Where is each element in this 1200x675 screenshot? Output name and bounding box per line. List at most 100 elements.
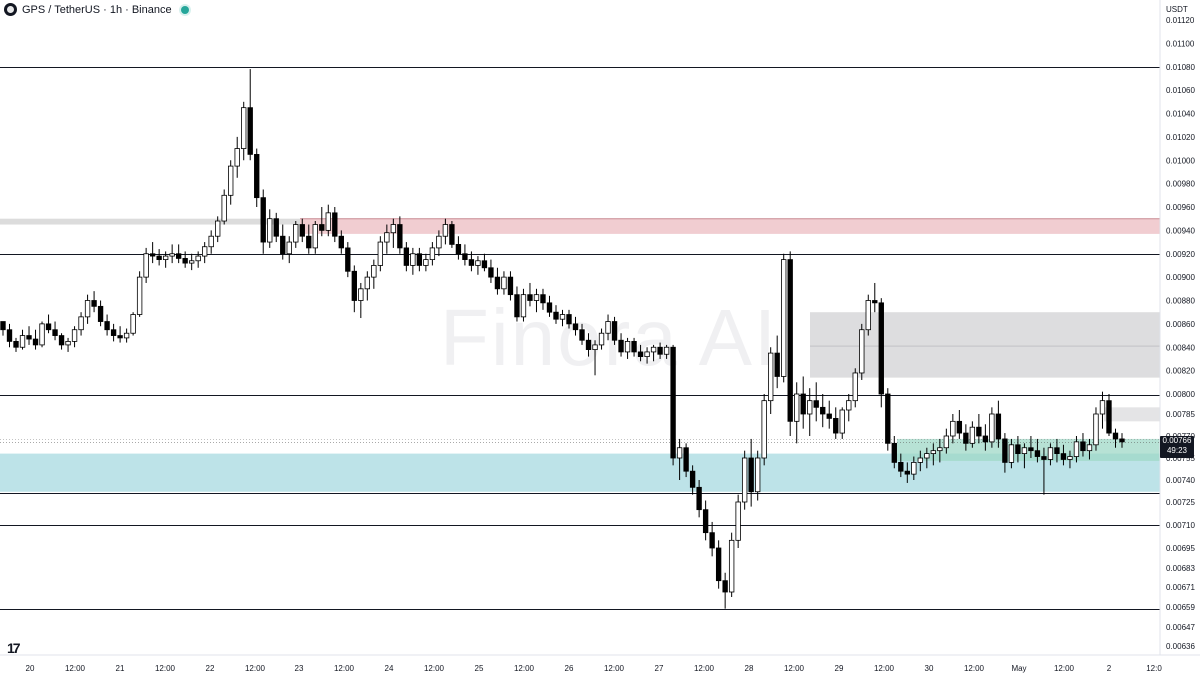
- price-tick-label: 0.00920: [1166, 250, 1195, 259]
- time-tick-label: 30: [925, 664, 934, 673]
- price-tick-label: 0.00659: [1166, 603, 1195, 612]
- candle-body: [1047, 447, 1054, 460]
- price-tick-label: 0.00785: [1166, 410, 1195, 419]
- current-price: 0.00766: [1162, 436, 1192, 445]
- candle-body: [872, 300, 878, 304]
- candle-body: [429, 247, 436, 260]
- candle-body: [520, 294, 527, 318]
- candle-body: [481, 260, 488, 269]
- resistance-zone: [300, 218, 1160, 234]
- candle-body: [592, 344, 598, 350]
- price-tick-label: 0.00755: [1166, 454, 1195, 463]
- candle-body: [559, 314, 566, 320]
- time-tick-label: 12:00: [334, 664, 355, 673]
- time-tick-label: 12:00: [964, 664, 985, 673]
- candle-body: [384, 232, 390, 243]
- price-tick-label: 0.00840: [1166, 343, 1195, 352]
- candle-body: [215, 220, 221, 237]
- market-status-icon: [180, 5, 189, 14]
- candle-body: [156, 255, 162, 260]
- candle-body: [846, 400, 852, 411]
- candle-body: [794, 393, 800, 422]
- candle-body: [969, 426, 976, 444]
- candle-body: [175, 253, 182, 259]
- price-tick-label: 0.00710: [1166, 521, 1195, 530]
- candle-body: [13, 341, 19, 348]
- candle-body: [579, 329, 585, 341]
- candle-body: [800, 393, 806, 415]
- candle-body: [286, 241, 292, 255]
- time-tick-label: 12:00: [514, 664, 535, 673]
- candle-body: [462, 253, 468, 260]
- candle-body: [657, 346, 663, 355]
- price-tick-label: 0.01000: [1166, 156, 1195, 165]
- candle-body: [1002, 438, 1008, 463]
- candle-body: [976, 426, 982, 437]
- current-price-badge: 0.00766 49:23: [1160, 436, 1194, 458]
- candle-body: [663, 346, 670, 355]
- chart-title[interactable]: GPS / TetherUS · 1h · Binance: [22, 3, 172, 16]
- price-tick-label: 0.01020: [1166, 133, 1195, 142]
- candle-body: [1041, 456, 1047, 460]
- price-tick-label: 0.00860: [1166, 320, 1195, 329]
- candle-body: [911, 461, 917, 475]
- price-axis[interactable]: 0.01120 0.01100 0.01080 0.01060 0.01040 0.010…: [1166, 16, 1195, 651]
- candle-body: [995, 413, 1002, 440]
- candle-body: [741, 457, 748, 503]
- candle-body: [475, 260, 481, 266]
- candle-body: [833, 417, 839, 434]
- candle-body: [104, 321, 110, 331]
- candle-body: [1073, 441, 1080, 457]
- candle-body: [1067, 456, 1073, 460]
- candle-body: [683, 447, 689, 472]
- candle-body: [709, 532, 715, 549]
- candle-body: [280, 235, 286, 255]
- candle-body: [52, 329, 58, 336]
- candle-body: [312, 224, 318, 249]
- candle-body: [377, 241, 384, 266]
- candle-body: [78, 316, 84, 331]
- candle-body: [572, 323, 579, 331]
- tradingview-logo[interactable]: 17: [7, 640, 21, 656]
- price-tick-label: 0.00800: [1166, 390, 1195, 399]
- candle-body: [130, 314, 136, 334]
- time-tick-label: 26: [565, 664, 574, 673]
- candle-body: [364, 276, 371, 290]
- candle-body: [761, 400, 767, 459]
- time-tick-label: 12:00: [65, 664, 86, 673]
- candle-body: [950, 420, 956, 437]
- time-tick-label: May: [1011, 664, 1026, 673]
- candle-body: [1099, 400, 1106, 415]
- candle-body: [58, 335, 65, 346]
- candle-body: [162, 255, 169, 260]
- candle-body: [624, 341, 631, 353]
- candle-body: [169, 253, 175, 257]
- candle-body: [852, 372, 858, 402]
- candle-body: [702, 509, 709, 534]
- candle-body: [637, 351, 644, 357]
- candle-body: [611, 321, 618, 341]
- candle-body: [904, 470, 910, 475]
- candle-body: [553, 311, 559, 320]
- candle-body: [839, 409, 845, 434]
- candle-body: [807, 400, 813, 415]
- candle-body: [455, 243, 462, 255]
- candle-body: [416, 253, 423, 266]
- price-tick-label: 0.01080: [1166, 63, 1195, 72]
- candle-body: [345, 247, 351, 272]
- candle-body: [715, 547, 722, 582]
- time-tick-label: 29: [835, 664, 844, 673]
- candle-body: [188, 260, 195, 264]
- candle-body: [19, 335, 26, 348]
- candle-body: [689, 470, 696, 488]
- candle-body: [136, 276, 143, 315]
- candle-body: [299, 224, 305, 237]
- time-tick-label: 2: [1107, 664, 1112, 673]
- chart-header: GPS / TetherUS · 1h · Binance: [4, 3, 189, 16]
- candle-body: [728, 539, 735, 593]
- time-axis[interactable]: 20 12:00 21 12:00 22 12:00 23 12:00 24 12:00 25 12:…: [26, 664, 1163, 673]
- time-tick-label: 12:00: [604, 664, 625, 673]
- price-tick-label: 0.00740: [1166, 476, 1195, 485]
- bar-countdown: 49:23: [1166, 446, 1188, 455]
